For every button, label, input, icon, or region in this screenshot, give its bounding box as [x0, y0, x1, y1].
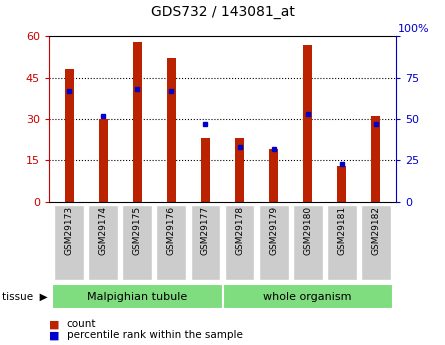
Bar — [337, 166, 346, 202]
Bar — [259, 205, 288, 279]
Bar — [89, 205, 118, 279]
Text: whole organism: whole organism — [263, 292, 352, 302]
Text: ■: ■ — [49, 331, 60, 340]
Text: tissue  ▶: tissue ▶ — [2, 292, 48, 302]
Bar — [372, 116, 380, 202]
Text: GSM29180: GSM29180 — [303, 206, 312, 255]
Bar — [201, 138, 210, 202]
Bar — [222, 284, 392, 309]
Bar — [190, 205, 220, 279]
Text: GSM29181: GSM29181 — [337, 206, 346, 255]
Bar — [225, 205, 255, 279]
Text: GSM29177: GSM29177 — [201, 206, 210, 255]
Bar — [360, 205, 391, 279]
Bar — [53, 284, 222, 309]
Text: GSM29178: GSM29178 — [235, 206, 244, 255]
Bar — [65, 69, 73, 202]
Text: ■: ■ — [49, 319, 60, 329]
Text: Malpighian tubule: Malpighian tubule — [87, 292, 187, 302]
Text: count: count — [67, 319, 96, 329]
Text: GSM29173: GSM29173 — [65, 206, 74, 255]
Bar — [167, 58, 176, 202]
Bar — [133, 42, 142, 202]
Text: percentile rank within the sample: percentile rank within the sample — [67, 331, 243, 340]
Text: GSM29182: GSM29182 — [371, 206, 380, 255]
Bar — [235, 138, 244, 202]
Bar — [157, 205, 186, 279]
Text: GDS732 / 143081_at: GDS732 / 143081_at — [150, 5, 295, 19]
Bar — [54, 205, 85, 279]
Text: GSM29179: GSM29179 — [269, 206, 278, 255]
Bar — [269, 149, 278, 202]
Bar — [122, 205, 152, 279]
Bar — [327, 205, 356, 279]
Text: 100%: 100% — [398, 24, 430, 34]
Text: GSM29176: GSM29176 — [167, 206, 176, 255]
Bar — [99, 119, 108, 202]
Bar — [293, 205, 323, 279]
Bar — [303, 45, 312, 202]
Text: GSM29175: GSM29175 — [133, 206, 142, 255]
Text: GSM29174: GSM29174 — [99, 206, 108, 255]
